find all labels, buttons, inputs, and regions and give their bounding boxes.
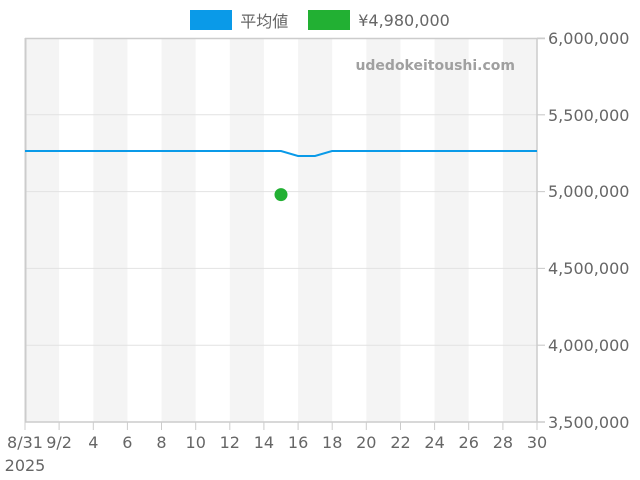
x-tick-label: 4 xyxy=(88,433,98,452)
x-tick-label: 9/2 xyxy=(46,433,72,452)
legend-label-average: 平均値 xyxy=(240,12,289,31)
legend-item-price[interactable]: ¥4,980,000 xyxy=(308,10,450,30)
background-bands xyxy=(25,38,537,422)
x-tick-label: 16 xyxy=(288,433,308,452)
series-price-point[interactable] xyxy=(274,188,288,202)
plot-border xyxy=(24,37,545,423)
x-tick-label: 24 xyxy=(424,433,444,452)
x-axis-labels: 8/31 9/2 4 6 8 10 12 14 16 18 20 22 24 2… xyxy=(5,433,548,475)
x-tick-label: 8/31 xyxy=(7,433,43,452)
legend-swatch-average xyxy=(190,10,233,30)
y-tick-label: 4,500,000 xyxy=(548,259,629,278)
y-tick-label: 5,500,000 xyxy=(548,106,629,125)
x-tick-label: 28 xyxy=(493,433,513,452)
x-tick-label: 14 xyxy=(254,433,274,452)
x-tick-label: 8 xyxy=(156,433,166,452)
x-tick-label: 6 xyxy=(122,433,132,452)
x-tick-label: 22 xyxy=(390,433,410,452)
gridlines xyxy=(25,114,545,346)
x-year-label: 2025 xyxy=(5,456,46,475)
chart-legend: 平均値 ¥4,980,000 xyxy=(0,8,640,32)
y-tick-label: 3,500,000 xyxy=(548,413,629,432)
legend-label-price: ¥4,980,000 xyxy=(358,10,450,30)
y-tick-label: 6,000,000 xyxy=(548,29,629,48)
x-axis-ticks xyxy=(24,422,538,430)
x-tick-label: 20 xyxy=(356,433,376,452)
x-tick-label: 10 xyxy=(186,433,206,452)
watermark: udedokeitoushi.com xyxy=(355,58,515,74)
y-axis-labels: 6,000,000 5,500,000 5,000,000 4,500,000 … xyxy=(537,29,629,432)
x-tick-label: 12 xyxy=(220,433,240,452)
x-tick-label: 18 xyxy=(322,433,342,452)
y-tick-label: 4,000,000 xyxy=(548,336,629,355)
y-tick-label: 5,000,000 xyxy=(548,182,629,201)
legend-item-average[interactable]: 平均値 xyxy=(190,8,288,32)
x-tick-label: 26 xyxy=(459,433,479,452)
series-average-line xyxy=(25,150,537,157)
legend-swatch-price xyxy=(308,10,351,30)
x-tick-label: 30 xyxy=(527,433,547,452)
